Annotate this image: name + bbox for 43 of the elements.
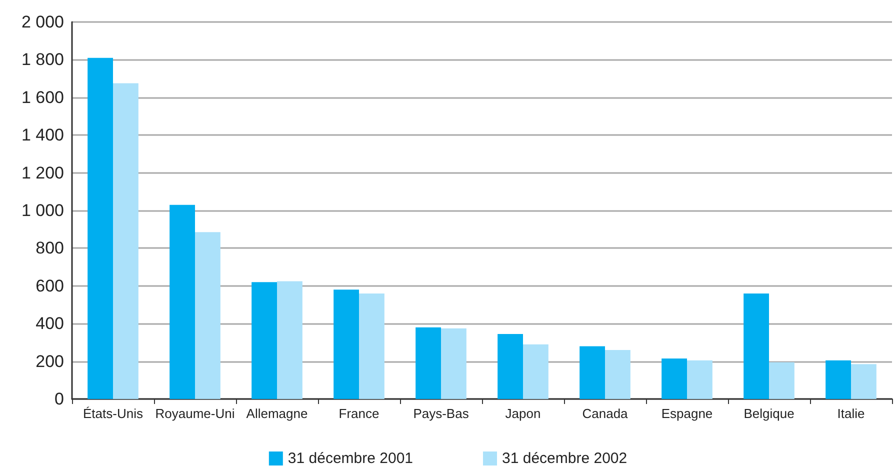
y-tick-label: 200 <box>36 352 64 371</box>
bar <box>744 293 769 399</box>
bar <box>826 360 851 399</box>
y-tick-label: 2 000 <box>21 12 64 32</box>
legend-label: 31 décembre 2001 <box>288 450 414 467</box>
bar <box>605 350 630 399</box>
y-tick-label: 800 <box>36 238 64 258</box>
y-tick-label: 1 200 <box>21 163 64 182</box>
legend-label: 31 décembre 2002 <box>502 450 628 467</box>
x-tick-label: Italie <box>837 406 865 421</box>
bar <box>662 358 687 399</box>
x-tick-label: Canada <box>582 406 629 421</box>
x-tick-label: États-Unis <box>83 406 144 421</box>
x-tick-label: France <box>338 406 380 421</box>
bar <box>277 281 302 399</box>
y-tick-label: 0 <box>54 390 64 408</box>
x-tick-label: Belgique <box>744 406 794 421</box>
bar <box>769 362 794 399</box>
y-tick-label: 1 600 <box>21 88 64 107</box>
bar <box>580 346 605 399</box>
bar <box>195 232 220 399</box>
bar <box>523 344 548 399</box>
bar <box>416 327 441 399</box>
bar <box>498 334 523 399</box>
bar <box>170 204 195 399</box>
y-tick-label: 1 400 <box>21 126 64 145</box>
bar <box>687 360 712 399</box>
x-tick-label: Allemagne <box>246 406 308 421</box>
bar <box>359 293 384 399</box>
y-tick-label: 1 800 <box>21 50 64 70</box>
y-tick-label: 400 <box>36 314 64 334</box>
bar <box>441 328 466 399</box>
x-tick-label: Pays-Bas <box>413 406 470 421</box>
bar <box>334 290 359 399</box>
bar <box>88 58 113 399</box>
x-tick-label: Japon <box>505 406 541 421</box>
x-tick-label: Royaume-Uni <box>155 406 235 421</box>
bar <box>252 282 277 399</box>
y-tick-label: 1 000 <box>21 201 64 220</box>
bar <box>113 83 138 399</box>
y-tick-label: 600 <box>36 276 64 296</box>
x-tick-label: Espagne <box>661 406 713 421</box>
bar <box>851 364 876 399</box>
